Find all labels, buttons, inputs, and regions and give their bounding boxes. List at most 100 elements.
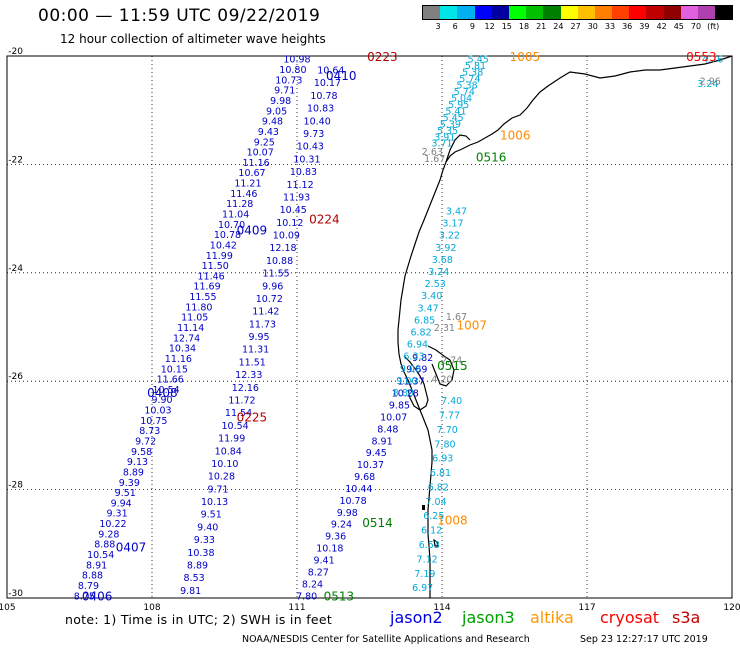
color-scale-labels: 3 6 9 12 15 18 21 24 27 30 33 36 39 42 45 70 (ft) [422, 20, 733, 32]
scale-swatch [715, 6, 733, 19]
wave-height-value: 10.83 [290, 167, 317, 178]
wave-height-value: 3.91 [434, 132, 455, 143]
wave-height-value: 11.55 [263, 269, 290, 280]
wave-height-value: 10.54 [87, 550, 114, 561]
wave-height-value: 10.09 [273, 231, 300, 242]
wave-height-value: 11.72 [228, 396, 255, 407]
scale-label: 27 [570, 22, 581, 31]
wave-height-value: 11.54 [225, 408, 252, 419]
wave-height-value: 10.43 [297, 142, 324, 153]
y-tick-label: -20 [8, 47, 23, 57]
scale-swatch [663, 6, 681, 19]
x-tick-label: 120 [723, 603, 740, 610]
scale-label: 3 [435, 22, 441, 31]
offshore-island [433, 538, 439, 547]
footer-credit: NOAA/NESDIS Center for Satellite Applica… [242, 634, 530, 645]
wave-height-value: 9.05 [266, 106, 287, 117]
wave-height-value: 9.51 [115, 488, 136, 499]
wave-height-value: 8.75 [74, 591, 95, 602]
pass-time-label: 1008 [437, 513, 468, 527]
wave-height-value: 11.28 [226, 199, 253, 210]
wave-height-value: 10.40 [304, 116, 331, 127]
x-tick-label: 114 [433, 603, 450, 610]
wave-height-value: 10.64 [317, 66, 344, 77]
pass-time-label: 0408 [147, 386, 178, 400]
y-tick-label: -22 [8, 155, 23, 165]
wave-height-value: 6.94 [407, 340, 428, 351]
pass-time-label: 0223 [367, 50, 398, 64]
wave-height-value: 11.99 [218, 434, 245, 445]
wave-height-value: 10.98 [283, 55, 310, 66]
wave-height-value: 3.24 [428, 267, 449, 278]
wave-height-value: 12.74 [173, 333, 200, 344]
wave-height-value: 12.16 [232, 383, 259, 394]
scale-label: 30 [587, 22, 598, 31]
wave-height-value: 7.40 [441, 396, 462, 407]
wave-height-value: 11.05 [181, 313, 208, 324]
wave-height-value: 10.42 [210, 240, 237, 251]
scale-unit: (ft) [707, 22, 720, 31]
pass-time-label: 0406 [82, 589, 113, 603]
pass-time-label: 0407 [116, 541, 147, 555]
wave-height-value: 8.89 [187, 560, 208, 571]
wave-height-value: 9.95 [248, 332, 269, 343]
track: 4.76 3.24 [697, 55, 723, 90]
wave-height-value: 9.36 [325, 532, 346, 543]
wave-height-value: 6.97 [412, 583, 433, 594]
x-tick-label: 111 [288, 603, 305, 610]
wave-height-value: 9.45 [366, 448, 387, 459]
scale-swatch [543, 6, 561, 19]
wave-height-value: 10.78 [310, 91, 337, 102]
wave-height-value: 10.28 [208, 472, 235, 483]
scale-swatch [680, 6, 698, 19]
wave-height-value: 11.50 [202, 261, 229, 272]
y-tick-label: -26 [8, 372, 23, 382]
wave-height-value: 9.98 [337, 508, 358, 519]
wave-height-value: 8.88 [82, 571, 103, 582]
wave-height-value: 10.45 [280, 205, 307, 216]
wave-height-value: 9.73 [303, 129, 324, 140]
wave-height-value: 9.31 [106, 509, 127, 520]
wave-height-value: 10.37 [357, 460, 384, 471]
wave-height-value: 11.99 [206, 251, 233, 262]
pass-time-label: 0516 [476, 150, 507, 164]
scale-swatch [612, 6, 630, 19]
wave-height-value: 9.24 [331, 520, 352, 531]
wave-height-value: 8.89 [123, 467, 144, 478]
gray-wave-labels: 2.962.631.671.672.312.744.20 [422, 76, 721, 385]
wave-height-value: 11.55 [189, 292, 216, 303]
wave-height-value: 6.53 [419, 540, 440, 551]
wave-height-value: 3.40 [421, 291, 442, 302]
wave-height-value: 11.42 [252, 307, 279, 318]
wave-height-value: 3.24 [697, 79, 718, 90]
wave-height-value: 9.82 [412, 353, 433, 364]
pass-time-label: 1005 [510, 50, 541, 64]
wave-height-value: 10.44 [345, 484, 372, 495]
wave-height-value: 6.82 [410, 328, 431, 339]
page-title: 00:00 — 11:59 UTC 09/22/2019 [38, 6, 321, 26]
wave-height-value: 3.47 [446, 206, 467, 217]
wave-height-value: 10.07 [380, 412, 407, 423]
wave-height-value: 9.98 [270, 96, 291, 107]
pass-time-label: 0410 [326, 69, 357, 83]
wave-height-value: 10.22 [99, 519, 126, 530]
wave-height-value: 11.69 [193, 282, 220, 293]
scale-swatch [440, 6, 458, 19]
wave-height-value: 9.90 [151, 395, 172, 406]
pass-time-label: 0513 [324, 589, 355, 603]
track: 3.473.173.223.923.683.242.533.403.476.85… [393, 206, 467, 399]
wave-height-value: 10.75 [140, 416, 167, 427]
track: 10.9810.8010.739.719.989.059.489.439.251… [74, 55, 311, 603]
footer-note: note: 1) Time is in UTC; 2) SWH is in fe… [65, 612, 333, 627]
wave-height-value: 10.73 [275, 75, 302, 86]
wave-height-value: 7.04 [425, 497, 446, 508]
scale-label: 9 [469, 22, 475, 31]
wave-height-value: 5.81 [465, 61, 486, 72]
wave-height-value: 11.37 [397, 377, 424, 388]
north-west-cape-outline [445, 134, 471, 163]
wave-height-value: 6.81 [430, 468, 451, 479]
wave-height-value: 5.04 [451, 93, 472, 104]
satellite-legend-item: s3a [672, 608, 701, 627]
track: 7.40 7.77 7.70 7.80 6.93 6.81 6.82 7.04 6.25 6.12… [412, 396, 462, 594]
wave-height-value: 10.80 [279, 65, 306, 76]
